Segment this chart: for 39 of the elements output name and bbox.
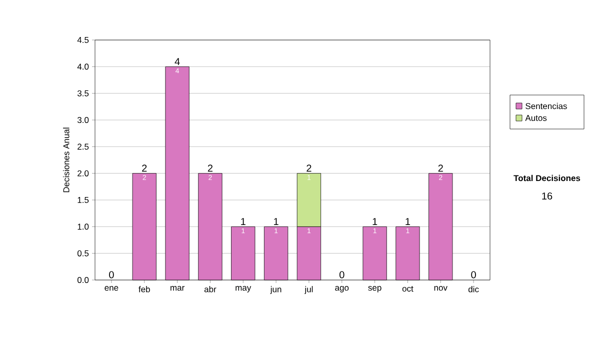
y-tick-label: 0.5 bbox=[77, 250, 89, 256]
total-label: 0 bbox=[339, 271, 344, 278]
y-tick-label: 1.0 bbox=[78, 224, 89, 230]
x-tick-label: sep bbox=[368, 286, 382, 292]
total-label: 1 bbox=[274, 218, 278, 225]
y-tick-label: 4.5 bbox=[77, 37, 89, 43]
x-tick-label: jun bbox=[270, 286, 282, 294]
x-tick-label: dic bbox=[468, 286, 479, 292]
x-tick-label: abr bbox=[204, 286, 216, 292]
x-tick-label: ago bbox=[335, 286, 349, 292]
y-axis-title: Decisiones Anual bbox=[63, 128, 70, 192]
legend-label: Autos bbox=[525, 115, 547, 121]
x-tick-label: may bbox=[236, 286, 252, 292]
total-label: 0 bbox=[109, 271, 114, 278]
total-label: 2 bbox=[142, 164, 147, 172]
total-label: 1 bbox=[372, 218, 378, 225]
total-label: 2 bbox=[438, 164, 443, 172]
total-label: 1 bbox=[241, 218, 246, 225]
x-tick-label: mar bbox=[170, 286, 184, 291]
y-tick-label: 0.0 bbox=[77, 276, 89, 284]
y-tick-label: 2.0 bbox=[78, 170, 89, 176]
total-label: 2 bbox=[208, 164, 212, 172]
text: Total Decisiones bbox=[514, 174, 580, 182]
x-tick-label: nov bbox=[434, 286, 448, 291]
total-label: 2 bbox=[306, 164, 312, 172]
y-tick-label: 3.0 bbox=[77, 116, 89, 124]
x-tick-label: feb bbox=[138, 286, 150, 292]
y-tick-label: 2.5 bbox=[78, 144, 89, 150]
x-tick-label: oct bbox=[402, 286, 414, 292]
total-label: 0 bbox=[471, 271, 476, 278]
y-tick-label: 3.5 bbox=[77, 90, 89, 96]
legend-label: Sentencias bbox=[526, 102, 567, 110]
x-tick-label: ene bbox=[104, 286, 118, 291]
x-tick-label: jul bbox=[304, 286, 313, 294]
total-label: 1 bbox=[406, 218, 410, 225]
y-tick-label: 1.5 bbox=[78, 197, 89, 203]
text: 16 bbox=[542, 192, 552, 200]
y-tick-label: 4.0 bbox=[77, 64, 89, 70]
total-label: 4 bbox=[174, 58, 180, 65]
